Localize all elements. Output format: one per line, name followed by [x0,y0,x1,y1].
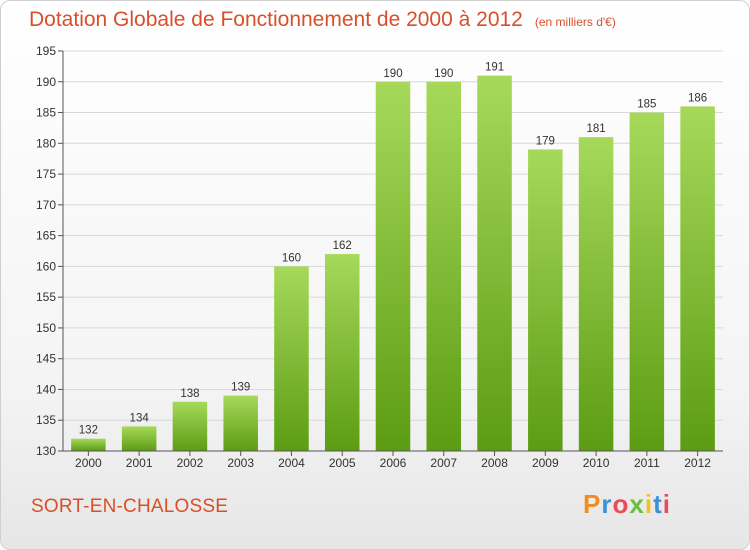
x-tick-label: 2008 [481,456,508,470]
bar-value-label: 191 [485,62,504,74]
bar-2000 [71,438,106,451]
bar-2007 [426,81,462,452]
x-tick-label: 2009 [532,456,559,470]
y-tick-label: 150 [36,321,56,335]
logo-letter: x [629,489,645,519]
bar-value-label: 132 [79,425,98,437]
bar-2006 [375,81,411,452]
x-tick-label: 2007 [430,456,457,470]
y-tick-label: 135 [36,413,56,427]
y-tick-label: 145 [36,352,56,366]
x-tick-label: 2004 [278,456,305,470]
y-tick-label: 160 [36,259,56,273]
x-tick-label: 2011 [634,456,660,470]
logo-letter: o [612,489,630,519]
chart-title: Dotation Globale de Fonctionnement de 20… [29,8,616,32]
y-tick-label: 130 [36,444,56,458]
logo-letter: r [601,489,613,519]
proxiti-logo: Proxiti [583,489,671,520]
y-tick-label: 165 [36,229,56,243]
bar-2008 [477,75,512,451]
x-tick-label: 2000 [75,456,102,470]
chart-subtitle: (en milliers d'€) [534,15,616,29]
chart-title-text: Dotation Globale de Fonctionnement de 20… [29,8,523,31]
x-tick-label: 2010 [583,456,610,470]
y-tick-label: 190 [36,75,56,89]
bar-2012 [680,106,715,451]
x-tick-label: 2002 [177,456,204,470]
bar-2004 [274,266,309,451]
y-tick-label: 175 [36,167,56,181]
bar-value-label: 185 [637,99,656,111]
x-tick-label: 2003 [227,456,254,470]
bars: 132 134 138 139 160 162 190 190 191 179 181 185 186 [71,62,715,452]
bar-value-label: 139 [231,382,250,394]
bar-value-label: 190 [434,68,453,80]
x-tick-label: 2006 [380,456,407,470]
bar-2002 [172,401,208,451]
bar-2009 [528,149,563,451]
logo-letter: i [644,489,654,519]
y-tick-label: 195 [36,44,56,58]
logo-letter: t [653,489,663,519]
bar-value-label: 134 [130,412,150,424]
bar-2011 [629,112,665,452]
y-tick-label: 185 [36,106,56,120]
bar-2010 [578,137,614,451]
y-tick-label: 140 [36,382,56,396]
bar-2001 [121,426,157,451]
y-tick-label: 180 [36,136,56,150]
y-axis-ticks: 130 135 140 145 150 155 160 165 170 175 180 185 190 1… [36,44,63,458]
x-tick-label: 2001 [126,456,153,470]
x-tick-label: 2012 [684,456,711,470]
bar-value-label: 160 [282,252,301,264]
bar-value-label: 186 [688,92,707,104]
bar-2003 [223,395,258,451]
y-tick-label: 155 [36,290,56,304]
bar-2005 [324,254,360,451]
bar-value-label: 162 [333,240,352,252]
x-axis-ticks: 2000 2001 2002 2003 2004 2005 2006 2007 2008 2009… [75,451,711,470]
bar-value-label: 181 [586,123,605,135]
y-tick-label: 170 [36,198,56,212]
bar-value-label: 138 [180,388,199,400]
logo-letter: P [583,489,602,519]
place-name: SORT-EN-CHALOSSE [31,496,229,517]
x-tick-label: 2005 [329,456,356,470]
logo-letter: i [662,489,671,519]
bar-value-label: 179 [536,135,555,147]
bar-value-label: 190 [383,68,402,80]
